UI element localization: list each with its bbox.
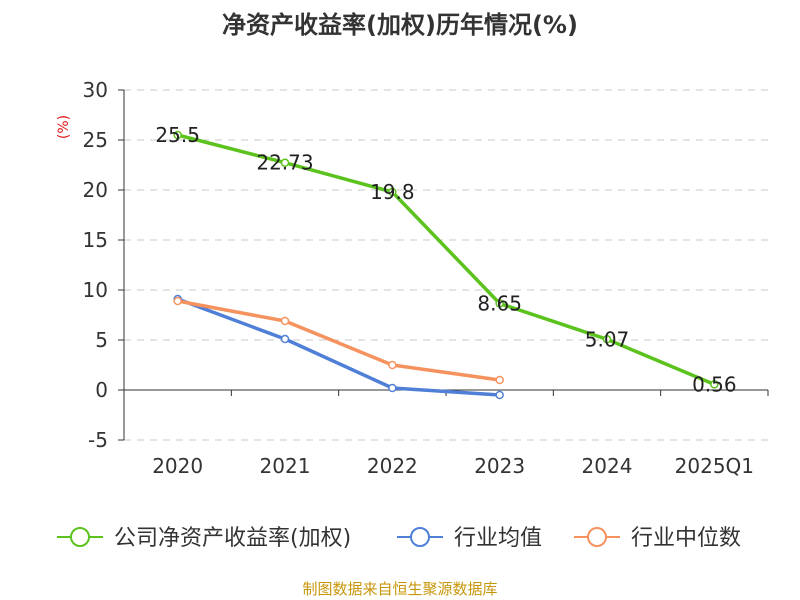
y-tick-label: 20 (83, 178, 108, 202)
data-label: 25.5 (155, 123, 200, 147)
data-point (280, 316, 290, 326)
legend-marker (587, 527, 607, 547)
x-tick-label: 2024 (582, 454, 633, 478)
data-point (495, 390, 504, 400)
grid-lines (124, 89, 768, 441)
legend-item[interactable]: 行业中位数 (574, 526, 741, 551)
x-tick-label: 2021 (260, 454, 311, 478)
legend-marker (70, 527, 90, 547)
source-note: 制图数据来自恒生聚源数据库 (302, 580, 497, 598)
y-tick-label: 10 (83, 278, 108, 302)
legend-label: 行业均值 (454, 526, 542, 551)
y-tick-label: 30 (83, 78, 108, 102)
data-label: 22.73 (256, 151, 313, 175)
chart-title: 净资产收益率(加权)历年情况(%) (222, 11, 578, 39)
x-tick-label: 2020 (152, 454, 203, 478)
data-point (388, 360, 397, 370)
data-point (280, 158, 290, 167)
data-point (495, 375, 504, 385)
legend-label: 公司净资产收益率(加权) (114, 526, 351, 551)
y-tick-label: -5 (88, 428, 108, 452)
y-axis-unit-label: (%) (56, 115, 72, 139)
legend-label: 行业中位数 (631, 526, 741, 551)
data-point (173, 296, 182, 306)
data-point (388, 187, 397, 197)
data-label: 0.56 (692, 372, 737, 396)
legend-item[interactable]: 公司净资产收益率(加权) (57, 526, 351, 551)
x-tick-label: 2025Q1 (675, 454, 754, 478)
y-tick-label: 5 (95, 328, 108, 352)
data-label: 19.8 (370, 180, 415, 204)
series-line (177, 133, 716, 387)
axes: 30 25 20 15 10 5 0 -5 2020 2021 2022 2023 2024 2025Q1 (83, 78, 769, 478)
data-point (173, 130, 182, 140)
legend-marker (410, 527, 430, 547)
x-tick-label: 2022 (367, 454, 418, 478)
data-point (710, 380, 719, 389)
data-point (280, 334, 290, 344)
legend-item[interactable]: 行业均值 (397, 526, 542, 551)
data-point (495, 299, 504, 308)
y-tick-label: 15 (83, 228, 108, 252)
x-tick-label: 2023 (474, 454, 525, 478)
data-label: 8.65 (477, 292, 522, 316)
series-line (177, 297, 500, 397)
data-point (388, 383, 397, 393)
data-labels: 25.5 22.73 19.8 8.65 5.07 0.56 (155, 123, 736, 396)
y-tick-label: 25 (83, 128, 108, 152)
series-line (177, 299, 500, 382)
series-lines (173, 130, 719, 400)
legend: 公司净资产收益率(加权) 行业均值 行业中位数 (57, 526, 741, 551)
data-label: 5.07 (585, 327, 630, 351)
y-tick-label: 0 (95, 378, 108, 402)
data-point (602, 335, 612, 344)
